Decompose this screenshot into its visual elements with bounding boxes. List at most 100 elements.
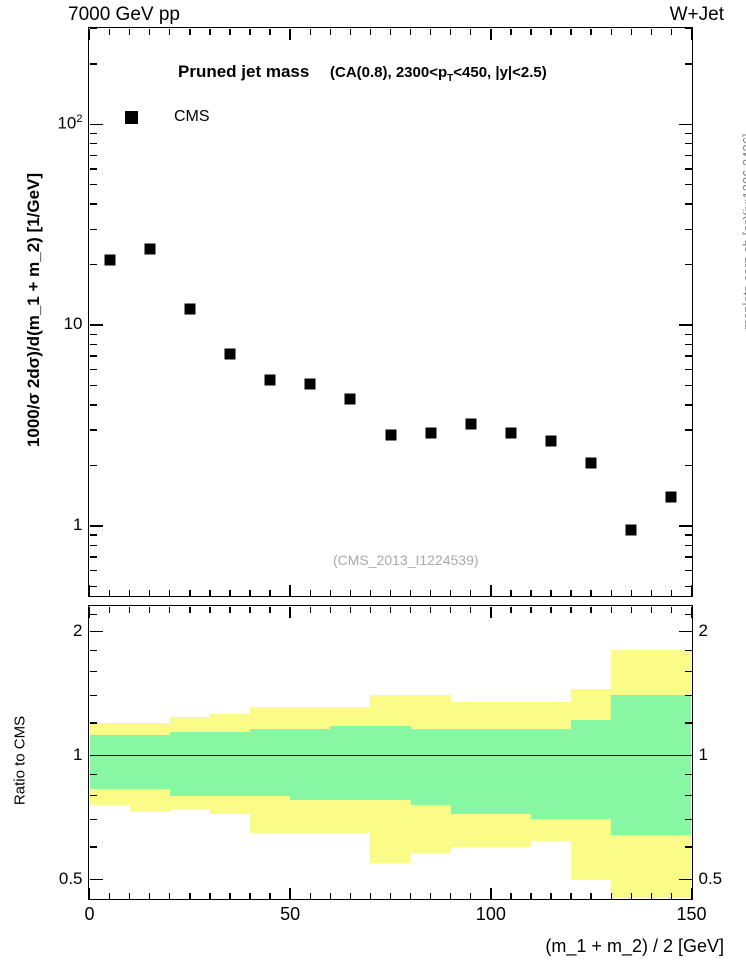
axis-tick xyxy=(684,773,692,776)
axis-tick xyxy=(550,892,552,899)
axis-tick xyxy=(610,589,612,596)
ratio-reference-line xyxy=(89,754,692,757)
y-axis-tick-label: 10 xyxy=(63,314,83,334)
axis-tick xyxy=(650,28,653,35)
x-axis-tick-label: 150 xyxy=(676,904,707,924)
axis-tick xyxy=(89,404,97,406)
axis-tick xyxy=(89,429,97,431)
axis-tick xyxy=(89,585,97,587)
axis-tick xyxy=(670,589,673,596)
ratio-band-inner xyxy=(651,695,692,836)
axis-tick xyxy=(169,28,171,35)
axis-tick xyxy=(684,343,692,346)
data-point-marker xyxy=(304,378,316,390)
data-point-marker xyxy=(104,254,116,266)
axis-tick xyxy=(329,28,331,35)
axis-tick xyxy=(684,355,692,357)
axis-tick xyxy=(684,585,692,587)
y-axis-label-main: 1000/σ 2dσ)/d(m_1 + m_2) [1/GeV] xyxy=(24,172,43,448)
axis-tick xyxy=(510,606,512,613)
axis-tick xyxy=(269,606,271,613)
x-axis-tick-label: 100 xyxy=(475,904,506,924)
axis-tick xyxy=(349,892,352,899)
axis-tick xyxy=(570,589,572,596)
subtitle-subscript: T xyxy=(447,73,454,84)
plot-subtitle: (CA(0.8), 2300<pT<450, |y|<2.5) xyxy=(330,64,547,84)
axis-tick xyxy=(149,589,151,596)
axis-tick xyxy=(450,606,452,613)
credit-label: mcplots.cern.ch [arXiv:1306.3436] xyxy=(740,133,746,330)
axis-tick xyxy=(590,606,592,613)
axis-tick xyxy=(329,892,331,899)
axis-tick xyxy=(229,589,231,596)
axis-tick xyxy=(209,28,211,35)
axis-tick xyxy=(490,584,492,596)
axis-tick xyxy=(684,429,692,431)
axis-tick xyxy=(610,892,612,899)
ratio-band-inner xyxy=(450,729,491,815)
ratio-band-inner xyxy=(209,732,251,796)
axis-tick xyxy=(349,606,352,613)
axis-tick xyxy=(89,613,97,616)
axis-tick xyxy=(610,28,612,35)
axis-tick xyxy=(530,28,532,35)
axis-tick xyxy=(128,606,131,613)
data-point-marker xyxy=(585,457,597,469)
axis-tick xyxy=(650,892,653,899)
axis-tick xyxy=(108,589,111,596)
axis-tick xyxy=(89,464,97,467)
data-point-marker xyxy=(144,243,156,255)
axis-tick xyxy=(684,404,692,406)
axis-tick xyxy=(570,892,572,899)
data-point-marker xyxy=(425,427,437,439)
axis-tick xyxy=(149,892,151,899)
x-axis-label: (m_1 + m_2) / 2 [GeV] xyxy=(545,936,724,956)
axis-tick xyxy=(684,154,692,157)
axis-tick xyxy=(650,606,653,613)
axis-tick xyxy=(630,606,632,613)
ratio-band-inner xyxy=(250,729,291,796)
axis-tick xyxy=(510,589,512,596)
axis-tick xyxy=(89,649,97,652)
axis-tick xyxy=(88,606,91,618)
axis-tick xyxy=(89,368,97,371)
axis-tick xyxy=(249,589,251,596)
axis-tick xyxy=(89,132,97,135)
axis-tick xyxy=(128,892,131,899)
axis-tick xyxy=(89,168,97,170)
axis-tick xyxy=(670,606,673,613)
axis-tick xyxy=(89,878,103,881)
axis-tick xyxy=(289,606,291,618)
axis-tick xyxy=(678,754,692,757)
subtitle-pre: (CA(0.8), 2300<p xyxy=(330,64,448,81)
axis-tick xyxy=(369,892,372,899)
axis-tick xyxy=(630,28,632,35)
axis-tick xyxy=(590,892,592,899)
axis-tick xyxy=(684,384,692,387)
y-axis-label-ratio: Ratio to CMS xyxy=(11,715,29,806)
axis-tick xyxy=(429,589,432,596)
axis-tick xyxy=(684,544,692,547)
axis-tick xyxy=(349,28,352,35)
axis-tick xyxy=(89,754,103,757)
axis-tick xyxy=(510,892,512,899)
axis-tick xyxy=(684,722,692,724)
axis-tick xyxy=(470,589,472,596)
axis-tick xyxy=(684,368,692,371)
axis-tick xyxy=(490,606,492,618)
data-point-marker xyxy=(465,418,477,430)
axis-tick xyxy=(329,606,331,613)
axis-tick xyxy=(108,28,111,35)
ratio-band-inner xyxy=(571,719,612,820)
plot-title: Pruned jet mass xyxy=(178,62,310,81)
axis-tick xyxy=(88,28,91,40)
axis-tick xyxy=(249,28,251,35)
axis-tick xyxy=(89,694,97,697)
ratio-band-inner xyxy=(330,725,371,801)
axis-tick xyxy=(209,892,211,899)
axis-tick xyxy=(470,28,472,35)
y-axis-tick-label: 0.5 xyxy=(58,868,83,888)
axis-tick xyxy=(89,343,97,346)
axis-tick xyxy=(450,28,452,35)
axis-tick xyxy=(229,28,231,35)
